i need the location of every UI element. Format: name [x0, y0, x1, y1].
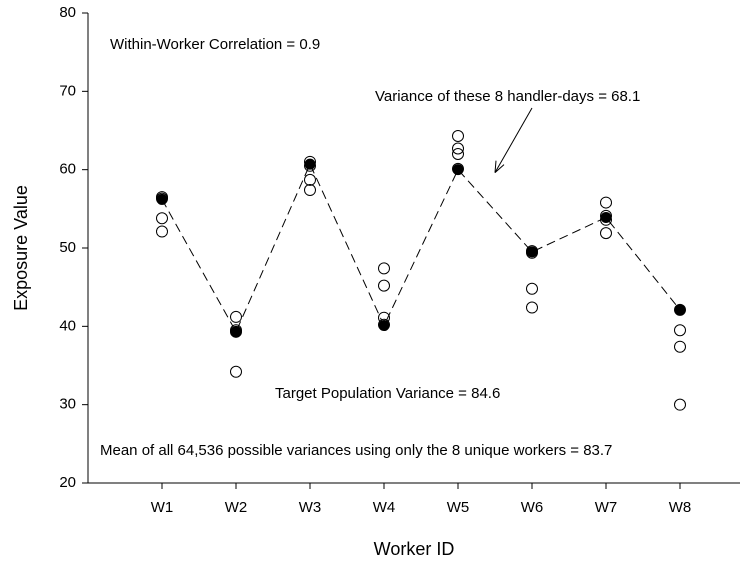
open-point	[156, 225, 168, 238]
arrow-head	[494, 160, 505, 174]
x-axis-label: Worker ID	[374, 539, 455, 559]
arrow	[494, 107, 533, 173]
open-point	[230, 365, 242, 378]
x-tick-label: W1	[151, 499, 174, 516]
filled-point	[378, 320, 390, 332]
open-point	[526, 301, 538, 314]
open-point	[304, 173, 316, 186]
annotation: Target Population Variance = 84.6	[275, 385, 500, 402]
filled-point	[526, 246, 538, 258]
annotation: Variance of these 8 handler-days = 68.1	[375, 88, 640, 105]
open-point	[378, 262, 390, 275]
open-point	[452, 148, 464, 160]
y-tick-label: 60	[59, 161, 76, 178]
open-point	[230, 310, 242, 323]
x-tick-label: W6	[521, 499, 544, 516]
open-point	[600, 227, 612, 240]
x-tick-label: W3	[299, 499, 322, 516]
filled-point	[230, 326, 242, 338]
annotation: Within-Worker Correlation = 0.9	[110, 36, 320, 53]
open-point	[452, 129, 464, 142]
open-point	[156, 212, 168, 225]
filled-point	[156, 193, 168, 205]
open-point	[452, 142, 464, 155]
open-point	[674, 398, 686, 411]
open-point	[674, 324, 686, 337]
y-tick-label: 70	[59, 82, 76, 99]
y-tick-label: 80	[59, 4, 76, 21]
open-point	[304, 184, 316, 197]
x-tick-label: W4	[373, 499, 396, 516]
open-point	[674, 340, 686, 353]
filled-point	[304, 158, 316, 170]
open-point	[378, 279, 390, 292]
filled-point	[600, 211, 612, 223]
y-tick-label: 30	[59, 396, 76, 413]
y-axis-label: Exposure Value	[11, 185, 31, 311]
annotation: Mean of all 64,536 possible variances us…	[100, 442, 612, 459]
y-tick-label: 50	[59, 239, 76, 256]
x-tick-label: W2	[225, 499, 248, 516]
y-tick-label: 20	[59, 474, 76, 491]
x-tick-label: W8	[669, 499, 692, 516]
x-tick-label: W7	[595, 499, 618, 516]
open-point	[526, 282, 538, 295]
filled-point	[674, 304, 686, 316]
filled-point	[452, 164, 464, 176]
mean-line	[161, 162, 681, 333]
y-tick-label: 40	[59, 317, 76, 334]
x-tick-label: W5	[447, 499, 470, 516]
open-point	[600, 196, 612, 209]
